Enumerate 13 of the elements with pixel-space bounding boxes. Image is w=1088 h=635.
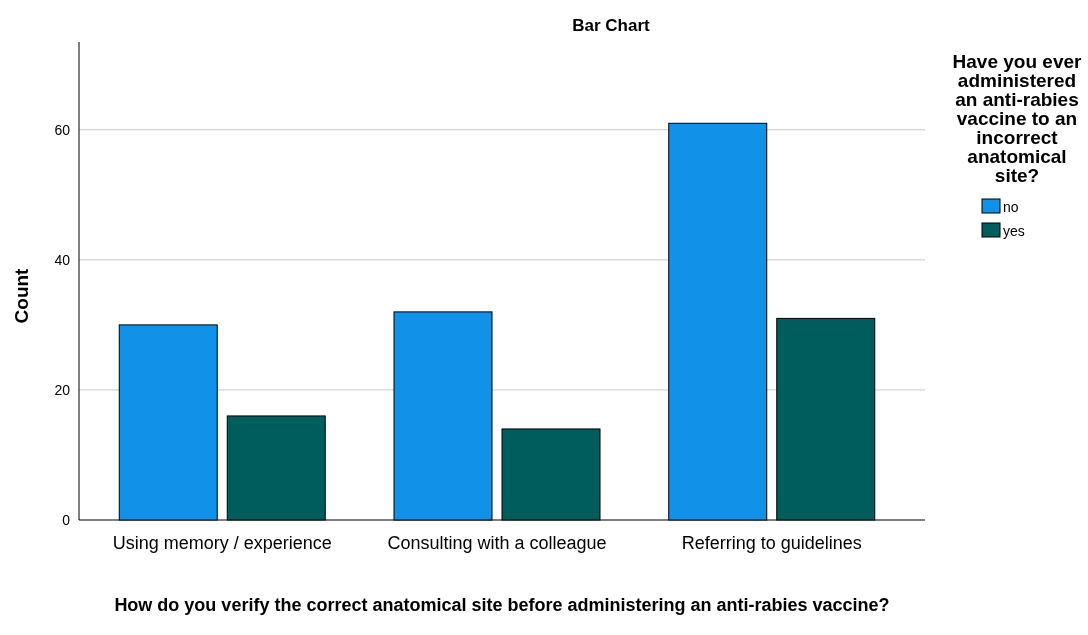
legend-label: yes <box>1003 223 1025 239</box>
x-tick-label: Using memory / experience <box>112 533 332 553</box>
y-axis-title: Count <box>11 267 32 324</box>
x-tick-label: Consulting with a colleague <box>387 533 607 553</box>
x-axis-title: How do you verify the correct anatomical site before administering an anti-rabies vaccine? <box>114 595 890 615</box>
chart-title: Bar Chart <box>572 16 651 35</box>
y-tick-label: 0 <box>62 512 71 528</box>
x-tick-label: Referring to guidelines <box>681 533 862 553</box>
y-tick-label: 40 <box>54 251 71 268</box>
y-tick-label: 20 <box>54 381 71 398</box>
y-tick-label: 60 <box>54 121 71 138</box>
legend-label: no <box>1003 199 1019 215</box>
legend-title: Have you ever administered an anti-rabies vaccine to an incorrect anatomical site? <box>952 51 1083 186</box>
